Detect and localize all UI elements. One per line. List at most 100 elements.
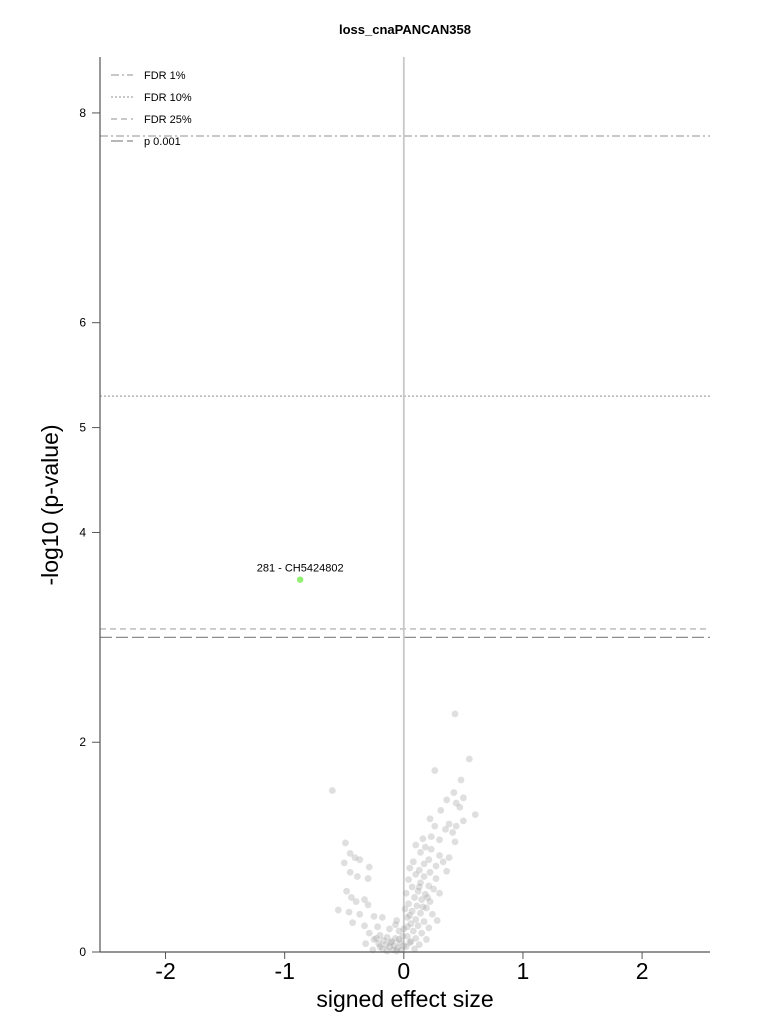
data-point — [407, 938, 415, 945]
data-point — [378, 913, 386, 921]
highlight-point-0 — [296, 576, 304, 583]
data-point — [400, 925, 408, 933]
data-point — [386, 943, 393, 951]
data-point — [421, 890, 429, 898]
data-point — [419, 903, 427, 911]
data-point — [402, 943, 410, 951]
data-point — [405, 900, 412, 908]
data-point — [412, 841, 420, 849]
data-point — [402, 889, 410, 897]
data-point — [425, 856, 433, 864]
data-point — [411, 945, 418, 953]
data-point — [351, 854, 359, 862]
data-point — [346, 868, 354, 876]
data-point — [353, 873, 361, 880]
data-point — [392, 921, 399, 929]
data-point — [445, 820, 453, 828]
data-point — [399, 932, 407, 940]
y-tick-label: 6 — [79, 316, 86, 330]
data-point — [436, 852, 443, 859]
data-point — [386, 925, 393, 933]
legend-label-2: FDR 25% — [144, 114, 192, 126]
data-point — [365, 929, 373, 937]
data-point — [395, 927, 403, 935]
data-point — [459, 794, 467, 802]
data-point — [356, 910, 364, 918]
data-point — [403, 923, 411, 931]
x-tick-label: -1 — [274, 958, 294, 984]
chart-title: loss_cnaPANCAN358 — [339, 22, 471, 37]
data-point — [421, 843, 429, 851]
threshold-lines — [100, 135, 710, 638]
y-axis-label: -log10 (p-value) — [37, 424, 63, 585]
data-point — [414, 922, 422, 930]
data-point — [433, 917, 441, 924]
data-point — [419, 835, 427, 843]
data-point — [442, 825, 449, 833]
data-point — [439, 858, 447, 866]
data-point — [412, 916, 420, 923]
data-point — [424, 894, 432, 901]
data-point — [414, 887, 422, 895]
data-point — [378, 945, 386, 953]
data-point — [443, 796, 451, 804]
data-point — [406, 939, 414, 946]
data-point — [420, 873, 428, 880]
data-point — [374, 923, 381, 931]
data-point — [393, 947, 401, 955]
data-point — [334, 906, 342, 914]
data-point — [390, 942, 398, 950]
data-point — [436, 889, 443, 897]
data-point — [426, 815, 434, 823]
x-tick-label: 1 — [517, 958, 530, 984]
data-point — [418, 896, 426, 903]
data-point — [365, 863, 373, 871]
data-point — [405, 876, 412, 884]
data-point — [406, 864, 414, 872]
data-point — [376, 943, 384, 951]
data-point — [418, 929, 426, 937]
data-point — [445, 854, 453, 862]
data-point — [431, 767, 439, 774]
data-point — [380, 937, 387, 944]
y-axis-ticks: 0 2 4 5 6 8 — [79, 106, 100, 959]
data-point — [340, 859, 348, 867]
data-point — [432, 875, 440, 882]
data-point — [425, 924, 433, 932]
data-point — [432, 862, 440, 870]
data-point — [370, 912, 378, 920]
data-point — [400, 942, 408, 950]
data-point — [413, 902, 421, 910]
data-point — [346, 850, 354, 857]
data-point — [408, 907, 416, 915]
data-point — [451, 838, 459, 846]
data-point — [387, 939, 395, 946]
data-point — [406, 911, 414, 919]
data-point — [347, 894, 355, 901]
data-point — [328, 787, 336, 794]
x-tick-label: 2 — [636, 958, 649, 984]
data-point — [345, 908, 353, 916]
data-point — [456, 803, 464, 811]
legend-label-0: FDR 1% — [144, 70, 186, 82]
data-point — [342, 839, 349, 847]
data-point — [411, 894, 418, 901]
data-point — [471, 811, 479, 819]
data-point — [420, 918, 428, 925]
data-point — [409, 927, 417, 935]
y-tick-label: 4 — [79, 525, 86, 539]
data-point — [403, 913, 411, 921]
data-point — [395, 936, 403, 943]
data-point — [423, 904, 430, 912]
data-point — [349, 919, 356, 927]
data-point — [415, 941, 423, 949]
data-point — [426, 898, 434, 906]
data-point — [423, 936, 430, 943]
y-tick-label: 0 — [79, 945, 86, 959]
data-point — [450, 789, 458, 796]
data-point — [361, 896, 368, 903]
data-point — [396, 939, 404, 946]
x-tick-label: -2 — [155, 958, 175, 984]
data-point — [449, 829, 457, 836]
